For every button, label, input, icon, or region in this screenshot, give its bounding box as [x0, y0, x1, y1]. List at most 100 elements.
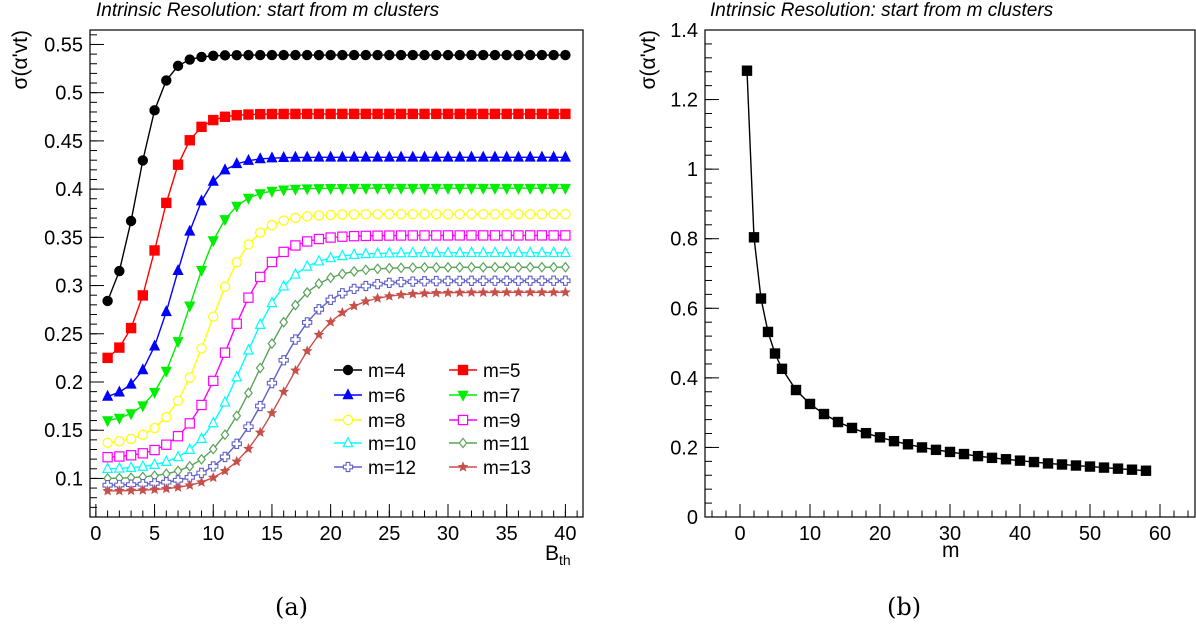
- data-point-m=10: [454, 246, 466, 258]
- panel-a-y-tick-label: 0.2: [55, 372, 83, 394]
- data-point-m=9: [489, 230, 501, 241]
- data-point-m=4: [149, 105, 160, 116]
- data-point-m=7: [477, 183, 489, 195]
- data-point: [1084, 461, 1096, 472]
- legend-entry-m=10: m=10: [334, 434, 416, 455]
- data-point-m=11: [279, 316, 289, 328]
- data-point-m=13: [137, 484, 149, 495]
- data-point-m=12: [548, 275, 559, 286]
- series-line-m=13: [107, 291, 566, 492]
- data-point-m=13: [372, 292, 383, 303]
- data-point-m=4: [442, 49, 454, 61]
- data-point-m=13: [278, 386, 290, 397]
- data-point-m=4: [208, 50, 219, 62]
- data-point-m=12: [302, 317, 313, 328]
- data-point-m=6: [102, 389, 114, 401]
- data-point: [1056, 459, 1068, 470]
- data-point-m=13: [102, 485, 113, 496]
- data-point: [916, 442, 928, 453]
- data-point-m=7: [418, 183, 431, 195]
- series-m=11: [103, 261, 570, 484]
- data-point-m=10: [489, 246, 501, 258]
- data-point-m=11: [208, 443, 218, 455]
- legend-entry-m=12: m=12: [334, 458, 416, 479]
- data-point-m=6: [184, 224, 196, 236]
- data-point-m=13: [430, 287, 442, 298]
- data-point-m=12: [255, 400, 266, 412]
- data-point-m=10: [148, 457, 161, 469]
- data-point-m=13: [489, 286, 501, 297]
- data-point: [1014, 455, 1026, 466]
- data-point-m=5: [524, 108, 536, 120]
- legend-marker: [458, 437, 468, 449]
- data-point-m=13: [290, 364, 301, 376]
- legend-marker: [342, 436, 354, 448]
- data-point: [804, 398, 816, 410]
- data-point-m=8: [149, 422, 160, 434]
- legend-marker: [342, 364, 354, 376]
- panel-b-y-tick-label: 1: [687, 159, 698, 181]
- data-point-m=10: [524, 246, 536, 258]
- data-point-m=10: [325, 251, 337, 263]
- legend-label: m=11: [483, 434, 530, 455]
- data-point-m=4: [419, 49, 430, 61]
- data-point-m=7: [501, 183, 513, 195]
- data-point-m=13: [243, 443, 254, 454]
- data-point-m=11: [443, 261, 453, 273]
- panel-a-x-axis-label-subscript: th: [559, 552, 571, 568]
- legend-marker: [457, 390, 469, 402]
- data-point-m=4: [219, 50, 231, 61]
- data-point-m=10: [278, 279, 290, 291]
- data-point-m=11: [549, 261, 559, 273]
- data-point: [1112, 463, 1124, 474]
- data-point-m=6: [454, 150, 466, 162]
- data-point-m=13: [442, 287, 454, 298]
- data-point-m=13: [301, 345, 313, 356]
- data-point: [874, 432, 886, 443]
- legend-entry-m=6: m=6: [334, 386, 406, 407]
- data-point-m=9: [524, 230, 536, 241]
- data-point-m=5: [501, 108, 512, 120]
- data-point-m=13: [466, 286, 477, 298]
- data-point-m=8: [337, 209, 348, 220]
- data-point-m=10: [501, 246, 513, 258]
- data-point-m=6: [125, 377, 137, 389]
- data-point-m=4: [395, 49, 407, 61]
- panel-a-chart: Intrinsic Resolution: start from m clust…: [9, 0, 584, 621]
- data-point-m=13: [407, 288, 419, 299]
- data-point: [958, 448, 970, 460]
- panel-a-y-tick-label: 0.35: [44, 227, 83, 249]
- data-point-m=9: [478, 230, 489, 241]
- data-point: [1098, 462, 1110, 473]
- panel-b-x-tick-label: 20: [869, 523, 891, 545]
- series-m=9: [102, 230, 571, 463]
- panel-a-caption: (a): [275, 593, 308, 621]
- data-point-m=5: [208, 114, 219, 126]
- data-point-m=13: [395, 289, 407, 300]
- data-point-m=9: [313, 233, 325, 245]
- data-point-m=5: [325, 108, 336, 120]
- data-point-m=11: [220, 429, 230, 441]
- data-point-m=6: [278, 150, 290, 163]
- data-point-m=12: [395, 276, 407, 288]
- data-point-m=7: [266, 186, 278, 198]
- legend-entry-m=8: m=8: [334, 411, 406, 432]
- data-point: [832, 416, 844, 428]
- panel-a-x-tick-label: 25: [378, 523, 400, 545]
- data-point: [790, 384, 802, 396]
- data-point-m=4: [524, 49, 536, 61]
- data-point-m=4: [184, 54, 195, 65]
- data-point: [860, 427, 872, 439]
- data-point-m=5: [513, 108, 524, 120]
- legend-marker: [457, 461, 469, 472]
- data-point-m=8: [313, 210, 325, 221]
- legend-marker: [342, 461, 354, 473]
- data-point-m=10: [102, 462, 114, 474]
- data-point-m=5: [431, 108, 442, 120]
- data-point-m=8: [278, 215, 289, 226]
- data-point-m=7: [207, 236, 219, 248]
- data-point-m=8: [442, 208, 454, 220]
- panel-a-x-axis-label: Bth: [545, 542, 571, 568]
- data-point-m=10: [254, 317, 266, 329]
- data-point-m=4: [548, 49, 559, 61]
